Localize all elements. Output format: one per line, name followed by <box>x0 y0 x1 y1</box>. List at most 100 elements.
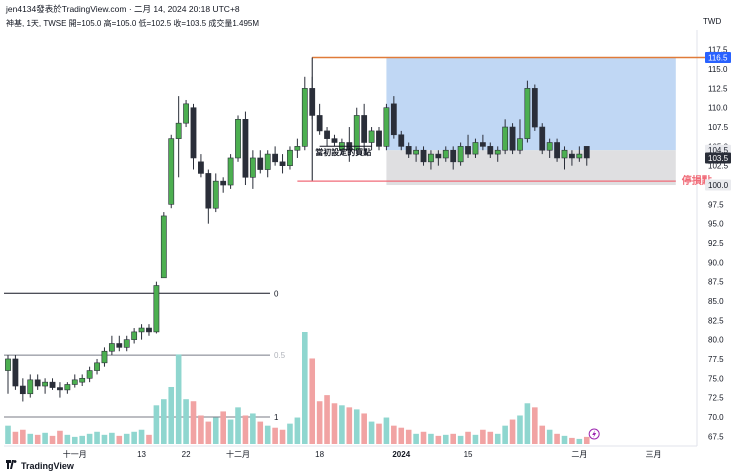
candle-body <box>79 377 86 383</box>
volume-bar <box>353 409 360 444</box>
volume-bar <box>264 425 271 444</box>
fib-level-label: 0.5 <box>274 351 286 360</box>
volume-bar <box>42 432 48 444</box>
time-tick-label: 十一月 <box>63 449 87 459</box>
candle-body <box>316 115 323 132</box>
candle-body <box>569 153 575 159</box>
volume-bar <box>494 433 501 444</box>
price-axis-marker <box>705 152 731 164</box>
candle-body <box>398 134 405 147</box>
volume-bar <box>12 431 19 444</box>
volume-bar <box>339 405 345 444</box>
candle-body <box>235 119 241 159</box>
volume-bar <box>109 432 115 444</box>
time-tick-label: 二月 <box>571 450 587 459</box>
volume-bar <box>302 332 308 444</box>
candle-body <box>183 103 189 124</box>
volume-bar <box>86 433 93 444</box>
price-tick-label: 87.5 <box>708 278 724 287</box>
time-tick-label: 15 <box>464 450 473 459</box>
candle-body <box>353 115 360 151</box>
volume-bar <box>472 434 479 444</box>
volume-bar <box>502 425 508 444</box>
candle-body <box>101 350 108 364</box>
candle-body <box>5 358 11 371</box>
volume-bar <box>34 434 41 444</box>
volume-bar <box>279 429 286 444</box>
candle-body <box>42 381 48 387</box>
candle-body <box>227 157 234 186</box>
price-axis-marker-label: 103.5 <box>708 154 729 163</box>
price-tick-label: 97.5 <box>708 200 724 209</box>
candle-body <box>153 285 160 333</box>
volume-bar <box>391 425 397 444</box>
candle-body <box>390 103 397 136</box>
volume-bar <box>64 434 71 444</box>
volume-bar <box>398 427 405 444</box>
volume-bar <box>101 434 108 444</box>
volume-bar <box>146 434 152 444</box>
candle-body <box>220 180 227 186</box>
volume-bar <box>168 386 175 444</box>
price-tick-label: 70.0 <box>708 413 724 422</box>
candle-body <box>301 88 308 147</box>
volume-bar <box>480 429 486 444</box>
candle-body <box>494 149 501 155</box>
candle-body <box>64 384 71 391</box>
volume-bar <box>294 417 301 444</box>
candle-body <box>324 130 330 139</box>
volume-bar <box>368 421 375 444</box>
volume-bar <box>546 429 553 444</box>
price-axis-marker-label: 104.5 <box>708 146 729 155</box>
fib-level-label: 1 <box>274 413 279 422</box>
price-tick-label: 80.0 <box>708 336 724 345</box>
candle-body <box>531 88 538 128</box>
candle-body <box>368 130 375 143</box>
candle-body <box>465 146 471 155</box>
volume-bar <box>79 435 85 444</box>
volume-bar <box>465 431 471 444</box>
candle-body <box>257 157 264 170</box>
price-tick-label: 95.0 <box>708 220 724 229</box>
volume-bar <box>487 431 494 444</box>
price-tick-label: 85.0 <box>708 297 724 306</box>
candle-body <box>502 126 509 151</box>
volume-bar <box>316 401 323 444</box>
volume-bar <box>242 415 249 444</box>
volume-bar <box>190 401 197 444</box>
candle-body <box>287 149 293 166</box>
volume-bar <box>361 413 367 444</box>
candle-body <box>546 142 553 151</box>
volume-bar <box>583 436 590 444</box>
price-tick-label: 115.0 <box>708 65 728 74</box>
candle-body <box>524 88 531 139</box>
volume-bar <box>250 413 256 444</box>
candle-body <box>205 173 212 209</box>
volume-bar <box>569 437 575 444</box>
currency-label[interactable]: TWD <box>703 17 722 26</box>
volume-bar <box>220 411 226 444</box>
candle-body <box>576 153 583 159</box>
candle-body <box>272 153 279 163</box>
candle-body <box>19 385 26 395</box>
volume-bar <box>71 436 78 444</box>
price-axis-marker <box>705 179 731 191</box>
candle-body <box>123 339 130 348</box>
price-tick-label: 117.5 <box>708 46 728 55</box>
price-tick-label: 112.5 <box>708 84 728 93</box>
volume-bar <box>227 419 234 444</box>
price-tick-label: 102.5 <box>708 162 729 171</box>
candle-body <box>457 146 464 163</box>
volume-bar <box>383 417 390 444</box>
volume-bar <box>212 417 219 444</box>
volume-bar <box>450 433 456 444</box>
volume-bar <box>554 433 560 444</box>
candle-body <box>146 327 152 333</box>
volume-bar <box>576 438 583 444</box>
volume-bar <box>5 425 11 444</box>
candle-body <box>435 153 442 159</box>
price-axis-marker <box>705 51 731 63</box>
candle-body <box>94 362 100 371</box>
